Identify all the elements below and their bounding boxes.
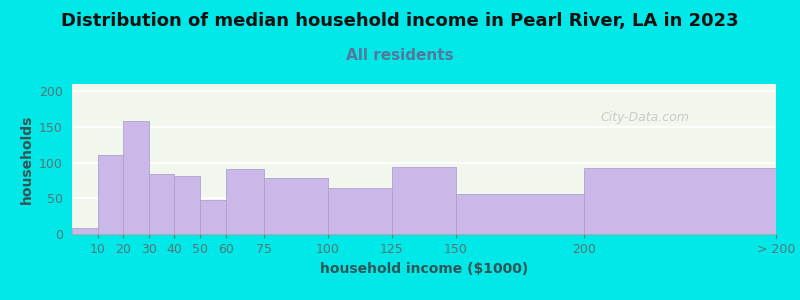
Text: All residents: All residents — [346, 48, 454, 63]
Y-axis label: households: households — [19, 114, 34, 204]
X-axis label: household income ($1000): household income ($1000) — [320, 262, 528, 276]
Text: City-Data.com: City-Data.com — [600, 110, 689, 124]
Bar — [584, 168, 776, 234]
Bar — [123, 121, 149, 234]
Bar — [328, 188, 392, 234]
Bar — [264, 178, 328, 234]
Bar — [392, 167, 456, 234]
Bar — [226, 169, 264, 234]
Bar — [149, 174, 174, 234]
Bar — [98, 155, 123, 234]
Bar — [200, 200, 226, 234]
Text: Distribution of median household income in Pearl River, LA in 2023: Distribution of median household income … — [61, 12, 739, 30]
Bar — [72, 228, 98, 234]
Bar — [456, 194, 584, 234]
Bar — [174, 176, 200, 234]
